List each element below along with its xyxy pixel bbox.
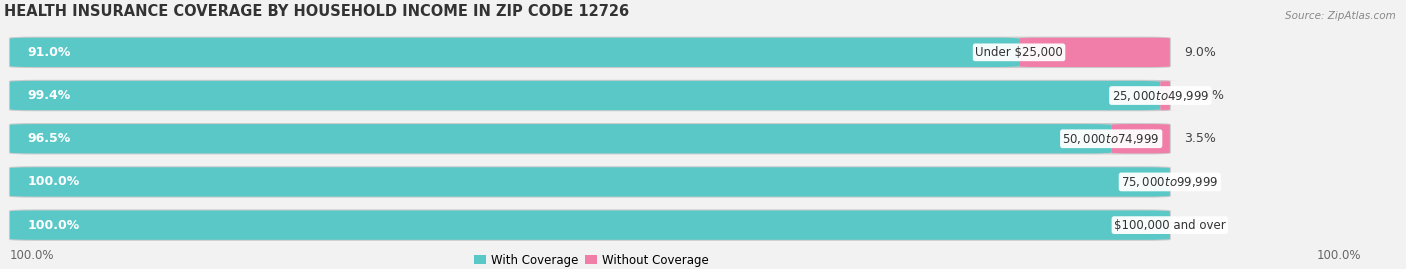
Text: $50,000 to $74,999: $50,000 to $74,999 [1063, 132, 1160, 146]
FancyBboxPatch shape [10, 81, 1160, 110]
Text: 96.5%: 96.5% [27, 132, 70, 145]
Text: HEALTH INSURANCE COVERAGE BY HOUSEHOLD INCOME IN ZIP CODE 12726: HEALTH INSURANCE COVERAGE BY HOUSEHOLD I… [4, 4, 630, 19]
Text: 100.0%: 100.0% [27, 175, 80, 189]
Text: 0.0%: 0.0% [1184, 175, 1216, 189]
Text: 99.4%: 99.4% [27, 89, 70, 102]
Text: $100,000 and over: $100,000 and over [1114, 219, 1226, 232]
Text: 91.0%: 91.0% [27, 46, 70, 59]
Text: Under $25,000: Under $25,000 [976, 46, 1063, 59]
FancyBboxPatch shape [10, 210, 1170, 240]
Legend: With Coverage, Without Coverage: With Coverage, Without Coverage [474, 254, 709, 267]
Text: $25,000 to $49,999: $25,000 to $49,999 [1112, 89, 1209, 102]
FancyBboxPatch shape [10, 38, 1170, 67]
FancyBboxPatch shape [1019, 38, 1170, 67]
FancyBboxPatch shape [1111, 124, 1170, 153]
FancyBboxPatch shape [10, 210, 1170, 240]
FancyBboxPatch shape [10, 167, 1170, 197]
Text: 0.57%: 0.57% [1184, 89, 1223, 102]
FancyBboxPatch shape [10, 124, 1170, 153]
FancyBboxPatch shape [1149, 81, 1181, 110]
Text: 100.0%: 100.0% [10, 249, 55, 262]
FancyBboxPatch shape [10, 124, 1111, 153]
FancyBboxPatch shape [10, 38, 1019, 67]
Text: 3.5%: 3.5% [1184, 132, 1216, 145]
Text: $75,000 to $99,999: $75,000 to $99,999 [1121, 175, 1219, 189]
Text: 0.0%: 0.0% [1184, 219, 1216, 232]
Text: 9.0%: 9.0% [1184, 46, 1216, 59]
Text: 100.0%: 100.0% [27, 219, 80, 232]
Text: Source: ZipAtlas.com: Source: ZipAtlas.com [1285, 11, 1396, 21]
FancyBboxPatch shape [10, 167, 1170, 197]
FancyBboxPatch shape [10, 81, 1170, 110]
Text: 100.0%: 100.0% [1317, 249, 1361, 262]
